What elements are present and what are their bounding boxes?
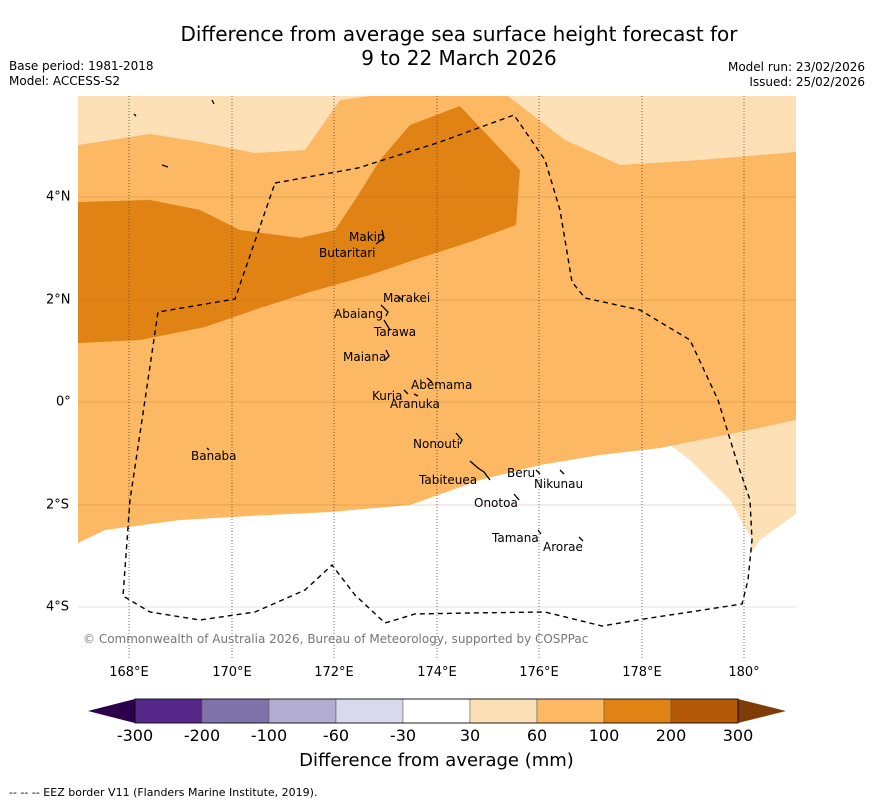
colorbar bbox=[88, 698, 786, 724]
colorbar-over-arrow bbox=[738, 699, 786, 723]
islands bbox=[133, 99, 584, 542]
lon-label-180: 180° bbox=[728, 665, 760, 680]
model-name: Model: ACCESS-S2 bbox=[9, 74, 121, 88]
colorbar-bin-7 bbox=[603, 698, 672, 724]
band-60-100 bbox=[78, 96, 796, 543]
place-tarawa: Tarawa bbox=[374, 325, 417, 339]
lon-label-178e: 178°E bbox=[622, 665, 662, 680]
place-marakei: Marakei bbox=[383, 291, 431, 305]
place-abaiang: Abaiang bbox=[334, 307, 384, 321]
lon-label-174e: 174°E bbox=[417, 665, 457, 680]
place-maiana: Maiana bbox=[343, 350, 387, 364]
sea-height-field bbox=[78, 96, 796, 659]
cb-tick-2: -100 bbox=[250, 726, 288, 745]
colorbar-bin-8 bbox=[670, 698, 739, 724]
lat-label-0: 0° bbox=[56, 394, 71, 410]
cb-tick-6: 60 bbox=[526, 726, 548, 745]
cb-tick-0: -300 bbox=[116, 726, 154, 745]
colorbar-bin-6 bbox=[536, 698, 605, 724]
cb-tick-3: -60 bbox=[322, 726, 350, 745]
lon-grid bbox=[128, 96, 745, 659]
eez-border bbox=[122, 114, 753, 627]
band-100-200 bbox=[78, 106, 520, 343]
lon-label-168e: 168°E bbox=[109, 665, 149, 680]
place-aranuka: Aranuka bbox=[390, 397, 440, 411]
model-run: Model run: 23/02/2026 bbox=[727, 60, 865, 74]
lat-label-4n: 4°N bbox=[46, 189, 71, 205]
cb-tick-4: -30 bbox=[389, 726, 417, 745]
cb-tick-8: 200 bbox=[655, 726, 687, 745]
cb-tick-9: 300 bbox=[722, 726, 754, 745]
place-abemama: Abemama bbox=[411, 378, 473, 392]
base-period: Base period: 1981-2018 bbox=[9, 59, 154, 73]
eez-footnote: -- -- -- EEZ border V11 (Flanders Marine… bbox=[9, 786, 318, 799]
colorbar-bin-3 bbox=[335, 698, 404, 724]
colorbar-bin-2 bbox=[268, 698, 337, 724]
colorbar-bin-5 bbox=[469, 698, 538, 724]
place-nonouti: Nonouti bbox=[413, 437, 460, 451]
place-makin: Makin bbox=[349, 230, 385, 244]
meta-right: Model run: 23/02/2026 Issued: 25/02/2026 bbox=[728, 60, 865, 90]
place-kuria: Kuria bbox=[372, 389, 403, 403]
lat-label-2s: 2°S bbox=[46, 497, 70, 513]
lat-label-4s: 4°S bbox=[46, 599, 70, 615]
place-banaba: Banaba bbox=[191, 449, 237, 463]
colorbar-under-arrow bbox=[88, 699, 135, 723]
lon-label-176e: 176°E bbox=[519, 665, 559, 680]
map-title-line2: 9 to 22 March 2026 bbox=[361, 46, 557, 70]
lon-label-170e: 170°E bbox=[212, 665, 252, 680]
cb-tick-1: -200 bbox=[183, 726, 221, 745]
colorbar-bin-1 bbox=[201, 698, 270, 724]
colorbar-bin-0 bbox=[134, 698, 203, 724]
lon-label-172e: 172°E bbox=[314, 665, 354, 680]
colorbar-bin-4 bbox=[402, 698, 471, 724]
place-tamana: Tamana bbox=[492, 531, 539, 545]
place-nikunau: Nikunau bbox=[534, 477, 584, 491]
place-tabiteuea: Tabiteuea bbox=[419, 473, 478, 487]
place-arorae: Arorae bbox=[543, 540, 583, 554]
place-beru: Beru bbox=[507, 466, 536, 480]
meta-left: Base period: 1981-2018 Model: ACCESS-S2 bbox=[9, 59, 154, 89]
colorbar-bins bbox=[134, 698, 739, 724]
band-30-60-lower bbox=[78, 514, 796, 659]
copyright-notice: © Commonwealth of Australia 2026, Bureau… bbox=[83, 632, 589, 646]
place-onotoa: Onotoa bbox=[474, 496, 518, 510]
cb-tick-5: 30 bbox=[459, 726, 481, 745]
issued-date: Issued: 25/02/2026 bbox=[749, 75, 865, 89]
map-title-line1: Difference from average sea surface heig… bbox=[180, 22, 738, 46]
place-butaritari: Butaritari bbox=[319, 246, 376, 260]
cb-tick-7: 100 bbox=[588, 726, 620, 745]
lat-label-2n: 2°N bbox=[46, 292, 71, 308]
colorbar-label: Difference from average (mm) bbox=[299, 750, 574, 771]
